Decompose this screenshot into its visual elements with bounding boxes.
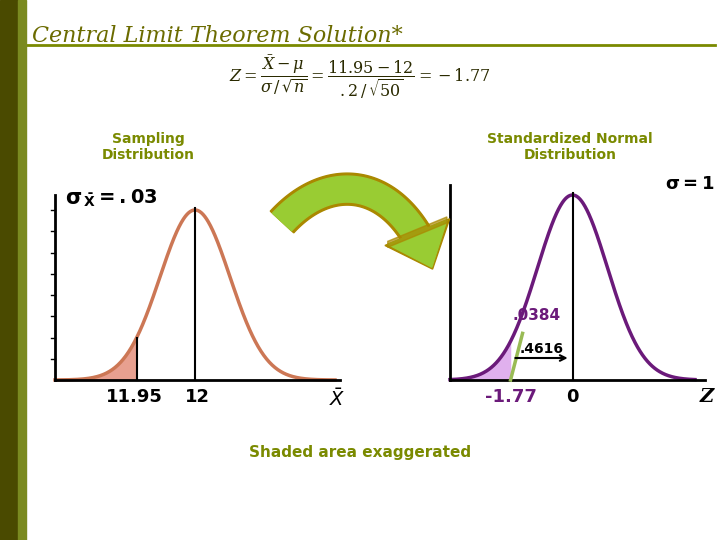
Text: $\bf{\sigma = 1}$: $\bf{\sigma = 1}$	[665, 175, 714, 193]
Polygon shape	[388, 220, 447, 267]
Polygon shape	[270, 173, 431, 244]
Text: 11.95: 11.95	[107, 388, 163, 406]
Text: $\bf{= .03}$: $\bf{= .03}$	[95, 188, 158, 207]
Text: Standardized Normal
Distribution: Standardized Normal Distribution	[487, 132, 653, 162]
Polygon shape	[385, 219, 450, 269]
Polygon shape	[55, 338, 137, 380]
Bar	[18, 0, 26, 540]
Text: Shaded area exaggerated: Shaded area exaggerated	[249, 445, 471, 460]
Polygon shape	[388, 217, 447, 247]
Text: $\bar{X}$: $\bar{X}$	[329, 388, 346, 410]
Text: -1.77: -1.77	[485, 388, 536, 406]
Text: $\bf\sigma$: $\bf\sigma$	[65, 188, 82, 208]
Bar	[0, 0, 18, 540]
Text: 0: 0	[566, 388, 579, 406]
Text: Z: Z	[700, 388, 714, 406]
Text: 12: 12	[184, 388, 210, 406]
Polygon shape	[450, 341, 510, 380]
Text: Central Limit Theorem Solution*: Central Limit Theorem Solution*	[32, 25, 402, 47]
Polygon shape	[272, 176, 428, 242]
Text: Sampling
Distribution: Sampling Distribution	[102, 132, 194, 162]
Text: .0384: .0384	[513, 308, 561, 323]
Text: $\bf{\bar{X}}$: $\bf{\bar{X}}$	[83, 192, 96, 210]
Text: $Z = \dfrac{\bar{X} - \mu}{\sigma\,/\,\sqrt{n}} = \dfrac{11.95 - 12}{.2\,/\,\sqr: $Z = \dfrac{\bar{X} - \mu}{\sigma\,/\,\s…	[229, 53, 491, 101]
Text: .4616: .4616	[520, 342, 564, 356]
